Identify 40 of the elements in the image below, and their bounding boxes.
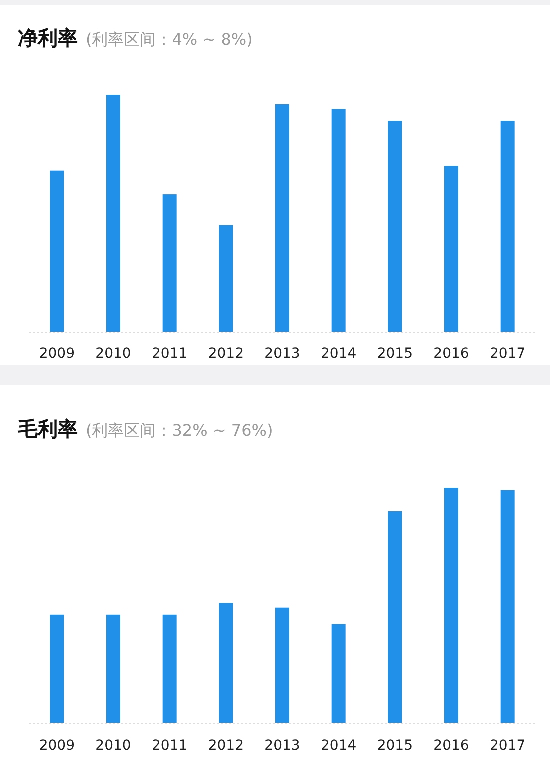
x-tick-label: 2010 <box>96 738 132 754</box>
bar <box>388 512 402 723</box>
bar <box>444 488 458 723</box>
bar <box>50 170 64 332</box>
x-tick-label: 2017 <box>490 738 526 754</box>
x-tick-label: 2016 <box>434 346 470 362</box>
bar <box>106 95 120 332</box>
x-tick-label: 2013 <box>264 738 300 754</box>
chart-subtitle: (利率区间：4% ~ 8%) <box>86 30 253 49</box>
bar <box>162 614 177 723</box>
bar <box>500 490 515 723</box>
chart-title: 净利率 <box>18 26 78 50</box>
bar <box>276 608 290 723</box>
bar <box>332 624 346 723</box>
x-tick-label: 2009 <box>39 346 75 362</box>
bar <box>444 166 458 332</box>
x-tick-label: 2015 <box>377 738 413 754</box>
bar <box>162 194 177 332</box>
bar <box>500 121 515 332</box>
x-tick-label: 2009 <box>39 738 75 754</box>
bar <box>332 109 346 332</box>
x-tick-label: 2011 <box>152 346 188 362</box>
x-tick-label: 2012 <box>208 738 244 754</box>
bar <box>106 614 120 723</box>
x-tick-label: 2014 <box>321 738 357 754</box>
x-tick-label: 2016 <box>434 738 470 754</box>
chart-subtitle: (利率区间：32% ~ 76%) <box>86 421 274 440</box>
bar <box>50 614 64 723</box>
bar <box>388 121 402 332</box>
bar <box>276 104 290 332</box>
bar <box>219 603 234 723</box>
bar <box>219 225 234 332</box>
x-tick-label: 2011 <box>152 738 188 754</box>
x-tick-label: 2017 <box>490 346 526 362</box>
x-tick-label: 2013 <box>264 346 300 362</box>
x-tick-label: 2012 <box>208 346 244 362</box>
chart-title: 毛利率 <box>17 417 78 441</box>
x-tick-label: 2010 <box>96 346 132 362</box>
x-tick-label: 2014 <box>321 346 357 362</box>
x-tick-label: 2015 <box>377 346 413 362</box>
